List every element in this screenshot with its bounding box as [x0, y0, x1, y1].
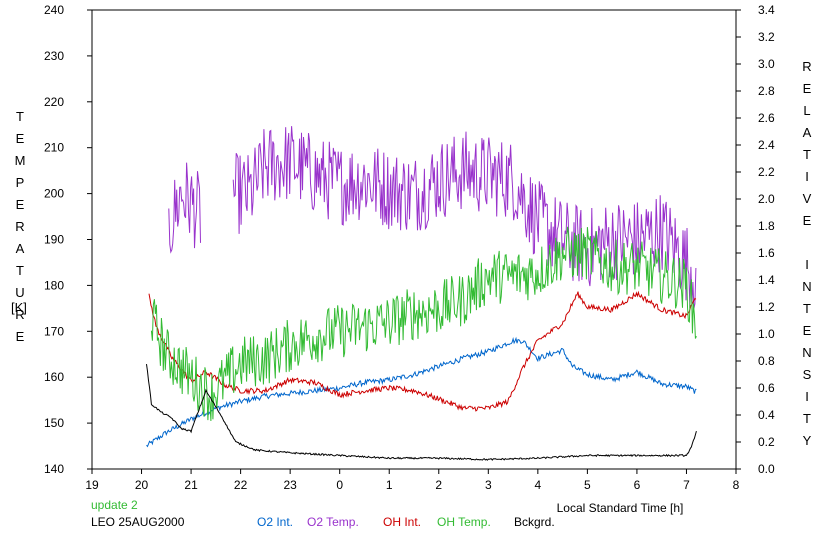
- y-left-tick-label: 200: [44, 187, 64, 201]
- y-left-tick-label: 190: [44, 233, 64, 247]
- y-right-tick-label: 0.2: [758, 435, 775, 449]
- x-tick-label: 22: [234, 478, 248, 492]
- legend-item: OH Temp.: [437, 515, 491, 529]
- y-right-tick-label: 0.0: [758, 462, 775, 476]
- y-left-tick-label: 170: [44, 324, 64, 338]
- y-right-tick-label: 2.2: [758, 165, 775, 179]
- series-oh-temp-line: [150, 226, 697, 422]
- y-right-tick-label: 1.4: [758, 273, 775, 287]
- y-left-tick-label: 150: [44, 416, 64, 430]
- x-tick-label: 2: [435, 478, 442, 492]
- x-tick-label: 19: [85, 478, 99, 492]
- update-note: update 2: [91, 498, 138, 512]
- y-right-tick-label: 3.0: [758, 57, 775, 71]
- y-right-tick-label: 1.6: [758, 246, 775, 260]
- x-tick-label: 3: [485, 478, 492, 492]
- x-tick-label: 1: [386, 478, 393, 492]
- y-left-tick-label: 140: [44, 462, 64, 476]
- station-date-label: LEO 25AUG2000: [91, 515, 185, 529]
- y-left-tick-label: 210: [44, 141, 64, 155]
- x-tick-label: 6: [634, 478, 641, 492]
- x-tick-label: 0: [336, 478, 343, 492]
- x-tick-label: 23: [283, 478, 297, 492]
- legend-item: O2 Int.: [257, 515, 294, 529]
- x-tick-label: 7: [683, 478, 690, 492]
- series-o2-temp-line: [168, 162, 201, 254]
- y-right-tick-label: 2.4: [758, 138, 775, 152]
- y-right-tick-label: 3.2: [758, 30, 775, 44]
- y-left-tick-label: 180: [44, 278, 64, 292]
- y-right-tick-label: 1.8: [758, 219, 775, 233]
- series-bckgrd-line: [146, 364, 697, 461]
- x-axis-label: Local Standard Time [h]: [557, 501, 684, 515]
- series-oh-int-line: [148, 290, 697, 412]
- y-right-tick-label: 2.6: [758, 111, 775, 125]
- y-right-tick-label: 2.0: [758, 192, 775, 206]
- series-o2-int-line: [146, 336, 697, 448]
- y-left-tick-label: 230: [44, 49, 64, 63]
- x-tick-label: 21: [184, 478, 198, 492]
- x-tick-label: 8: [733, 478, 740, 492]
- y-right-tick-label: 0.6: [758, 381, 775, 395]
- left-axis-unit: [K]: [11, 300, 27, 315]
- legend-item: Bckgrd.: [514, 515, 555, 529]
- x-tick-label: 20: [135, 478, 149, 492]
- plot-frame: [91, 9, 737, 470]
- y-left-tick-label: 240: [44, 3, 64, 17]
- legend-item: O2 Temp.: [307, 515, 359, 529]
- x-tick-label: 5: [584, 478, 591, 492]
- y-right-tick-label: 2.8: [758, 84, 775, 98]
- y-right-tick-label: 1.2: [758, 300, 775, 314]
- y-left-tick-label: 160: [44, 370, 64, 384]
- y-right-tick-label: 3.4: [758, 3, 775, 17]
- y-left-tick-label: 220: [44, 95, 64, 109]
- y-right-tick-label: 1.0: [758, 327, 775, 341]
- y-right-tick-label: 0.4: [758, 408, 775, 422]
- x-tick-label: 4: [535, 478, 542, 492]
- legend-item: OH Int.: [383, 515, 422, 529]
- series-o2-temp-line: [232, 126, 697, 309]
- y-right-tick-label: 0.8: [758, 354, 775, 368]
